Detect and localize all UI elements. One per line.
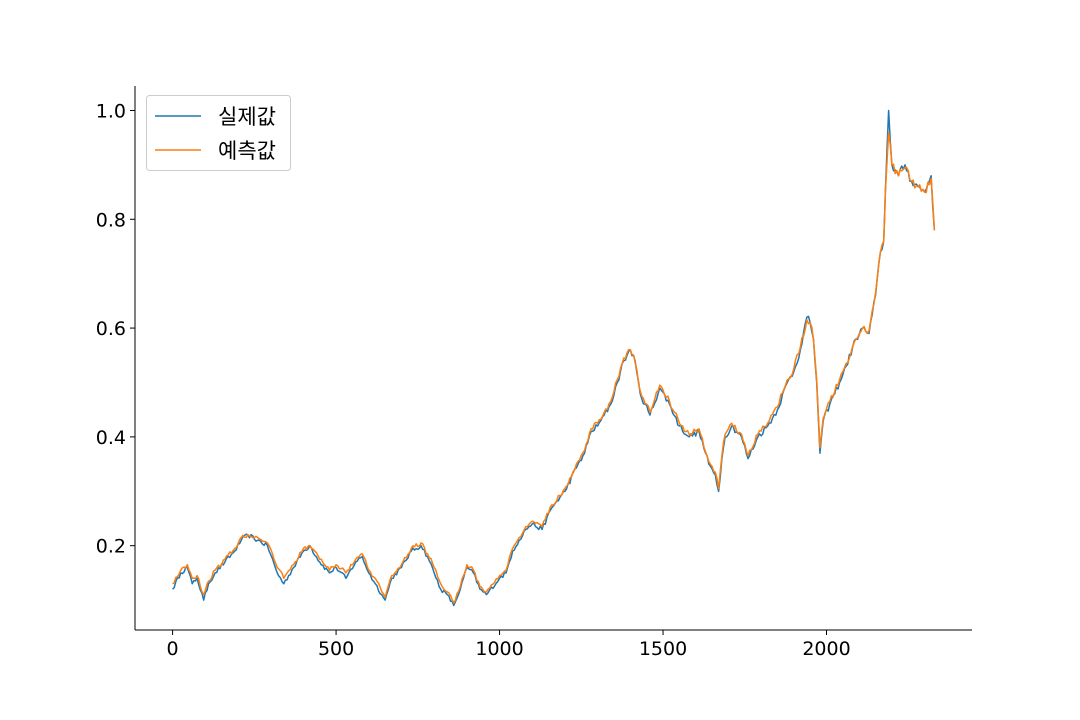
legend-frame (146, 95, 291, 171)
y-tick-label: 0.2 (96, 536, 126, 558)
legend-label-2: 예측값 (218, 139, 276, 163)
y-tick-label: 0.4 (96, 427, 126, 449)
x-tick-label: 2000 (802, 638, 850, 660)
plot-lines (172, 109, 936, 607)
x-axis-ticks: 0 500 1000 1500 2000 (167, 630, 851, 660)
series-line-1 (172, 109, 936, 607)
x-tick-label: 0 (167, 638, 179, 660)
y-tick-label: 0.6 (96, 318, 126, 340)
y-axis-ticks: 0.2 0.4 0.6 0.8 1.0 (96, 100, 135, 558)
legend-label-1: 실제값 (218, 105, 276, 129)
y-tick-label: 1.0 (96, 100, 126, 122)
x-tick-label: 1500 (639, 638, 687, 660)
x-tick-label: 500 (318, 638, 354, 660)
x-tick-label: 1000 (475, 638, 523, 660)
y-tick-label: 0.8 (96, 209, 126, 231)
series-line-2 (172, 131, 936, 604)
